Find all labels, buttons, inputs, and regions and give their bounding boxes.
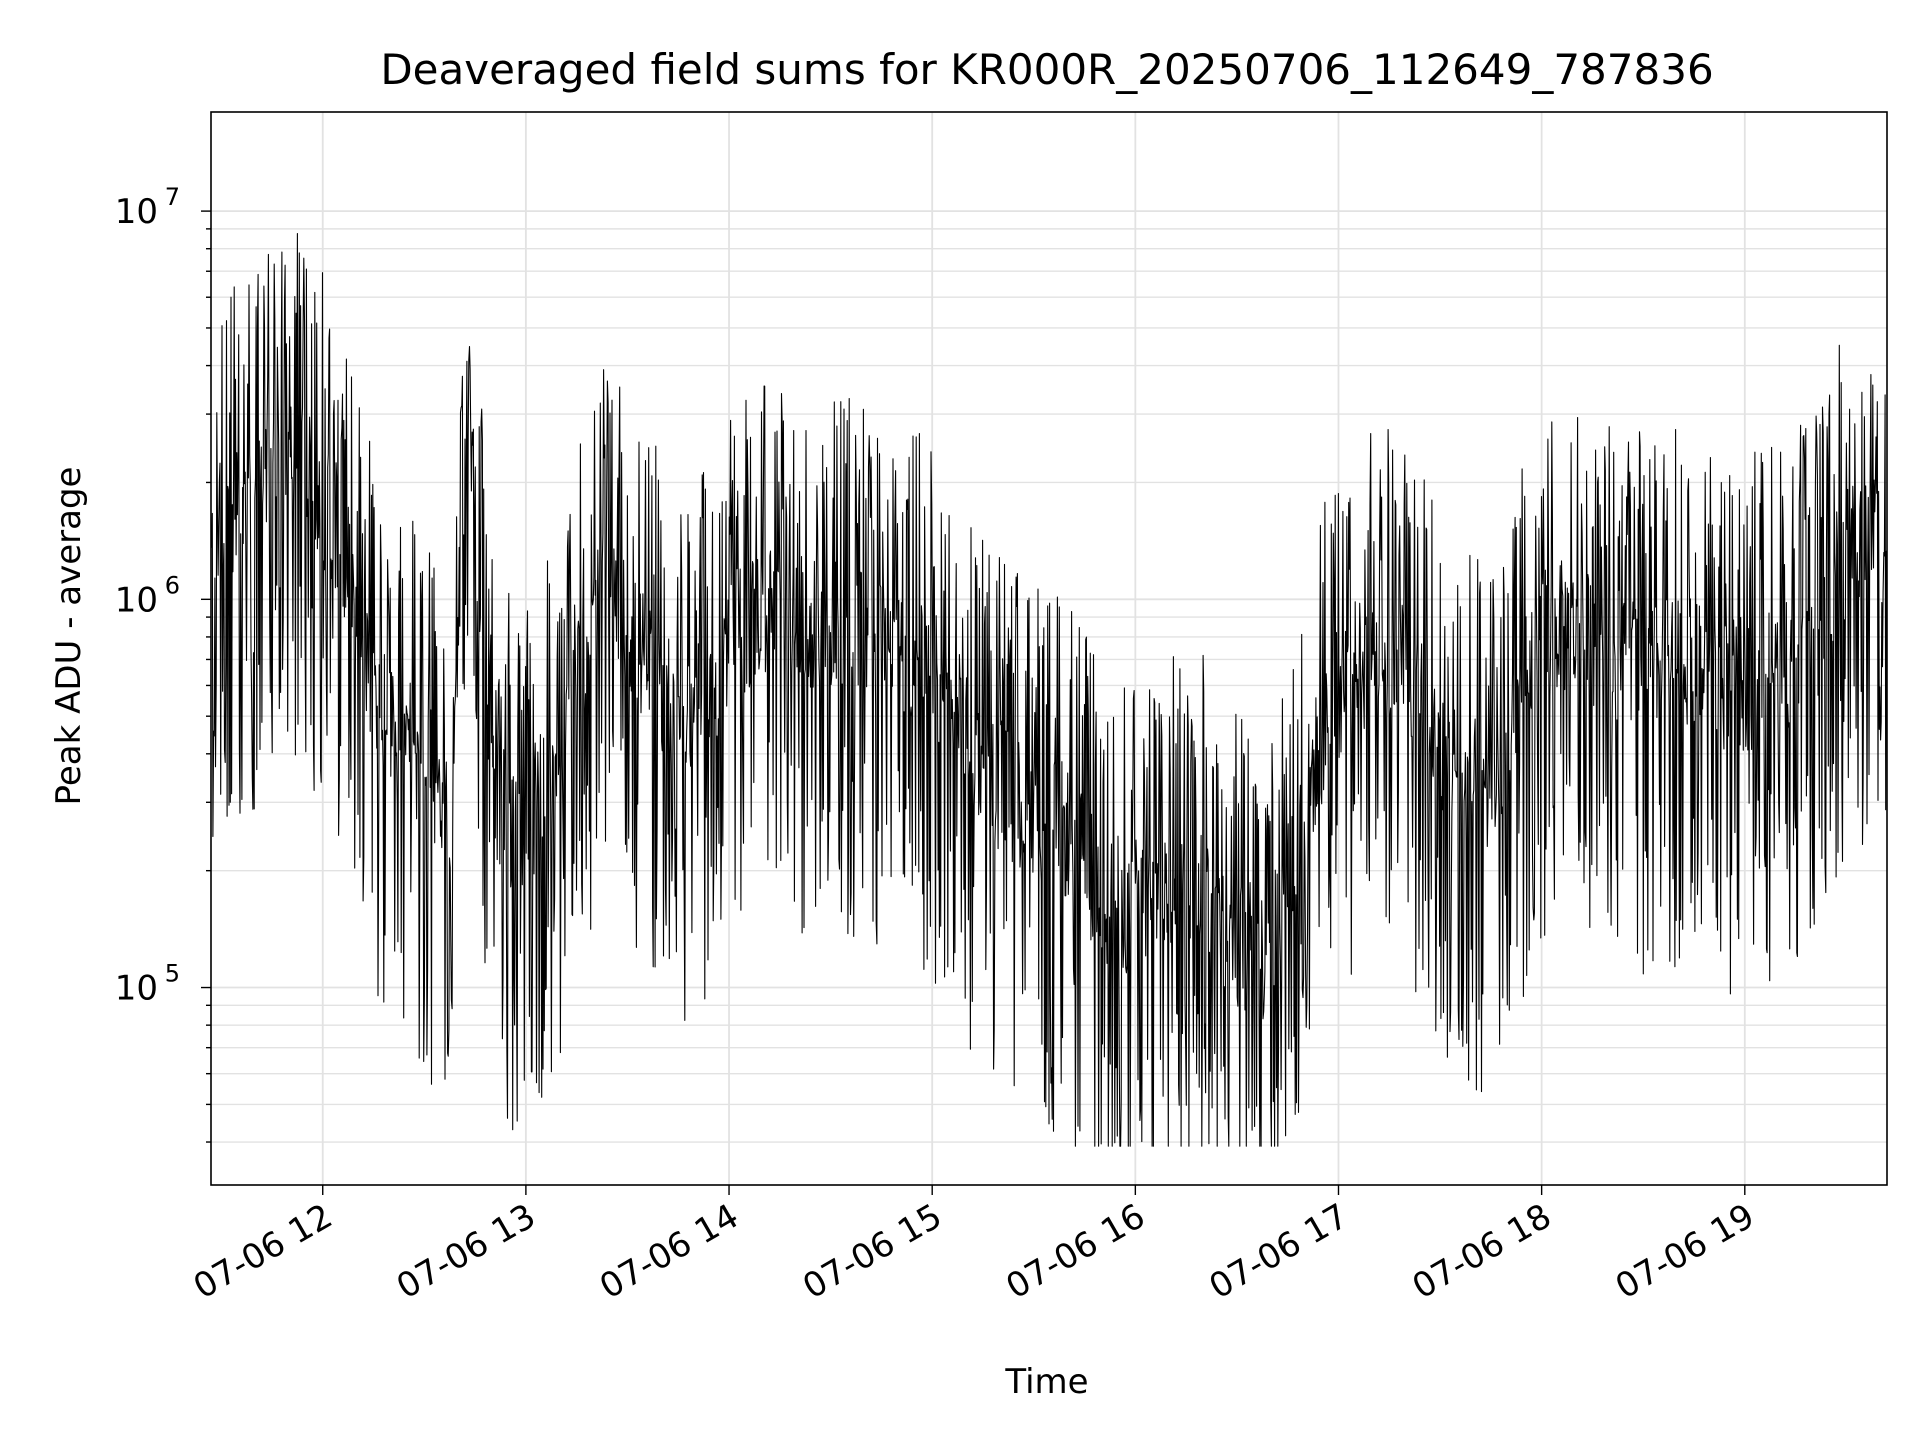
x-tick-label: 07-06 16 bbox=[999, 1196, 1151, 1307]
x-tick-label: 07-06 12 bbox=[187, 1196, 339, 1307]
x-axis-label: Time bbox=[1004, 1362, 1088, 1402]
y-tick-exponent: 6 bbox=[165, 571, 180, 599]
y-tick-base: 10 bbox=[115, 580, 158, 620]
x-tick-label: 07-06 15 bbox=[796, 1196, 948, 1307]
plot-frame bbox=[210, 111, 1888, 1186]
y-axis-label: Peak ADU - average bbox=[49, 467, 89, 806]
y-tick-exponent: 7 bbox=[165, 183, 180, 211]
y-tick-label: 10 7 bbox=[115, 183, 180, 232]
x-axis-ticks: 07-06 12 07-06 13 07-06 14 07-06 15 07-06 16… bbox=[187, 1185, 1761, 1307]
x-tick-label: 07-06 19 bbox=[1609, 1196, 1761, 1307]
series-line-path bbox=[210, 233, 1888, 1147]
y-tick-exponent: 5 bbox=[165, 960, 180, 988]
x-tick-label: 07-06 14 bbox=[593, 1196, 745, 1307]
x-tick-label: 07-06 17 bbox=[1203, 1196, 1355, 1307]
y-tick-base: 10 bbox=[115, 969, 158, 1009]
chart-title: Deaveraged field sums for KR000R_2025070… bbox=[380, 45, 1713, 94]
x-tick-label: 07-06 13 bbox=[390, 1196, 542, 1307]
y-tick-label: 10 5 bbox=[115, 960, 180, 1009]
y-tick-base: 10 bbox=[115, 192, 158, 232]
x-tick-label: 07-06 18 bbox=[1406, 1196, 1558, 1307]
series-line bbox=[210, 233, 1888, 1147]
y-tick-label: 10 6 bbox=[115, 571, 180, 620]
